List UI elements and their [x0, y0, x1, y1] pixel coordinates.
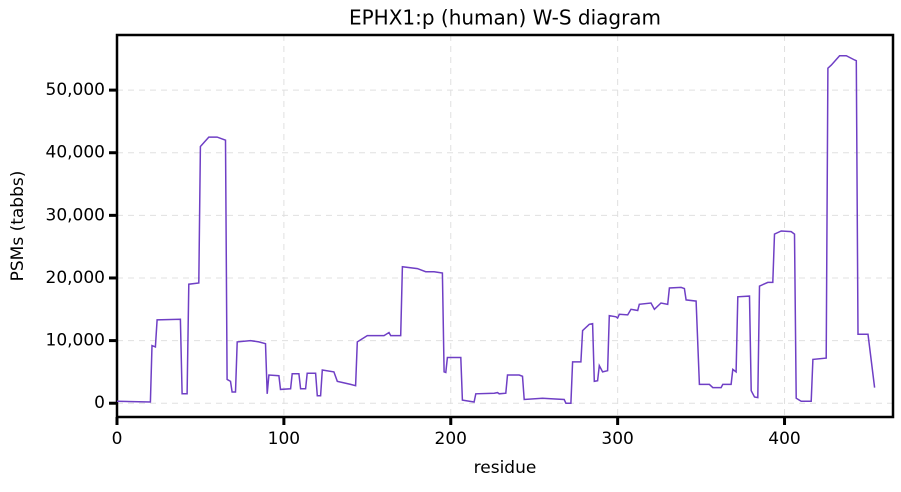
y-tick-label: 0: [94, 393, 105, 413]
x-tick-label: 0: [112, 429, 123, 449]
x-tick-label: 300: [601, 429, 633, 449]
x-axis-label: residue: [474, 458, 537, 478]
y-tick-label: 10,000: [46, 331, 105, 351]
plot-frame: [115, 33, 895, 419]
y-tick-label: 20,000: [46, 268, 105, 288]
y-axis-label: PSMs (tabbs): [8, 171, 28, 282]
x-tick-label: 400: [768, 429, 800, 449]
data-line: [116, 54, 876, 404]
x-tick-label: 100: [268, 429, 300, 449]
chart-title: EPHX1:p (human) W-S diagram: [349, 6, 661, 30]
x-tick-label: 200: [435, 429, 467, 449]
y-tick-label: 30,000: [46, 205, 105, 225]
y-tick-label: 50,000: [46, 80, 105, 100]
y-tick-label: 40,000: [46, 143, 105, 163]
